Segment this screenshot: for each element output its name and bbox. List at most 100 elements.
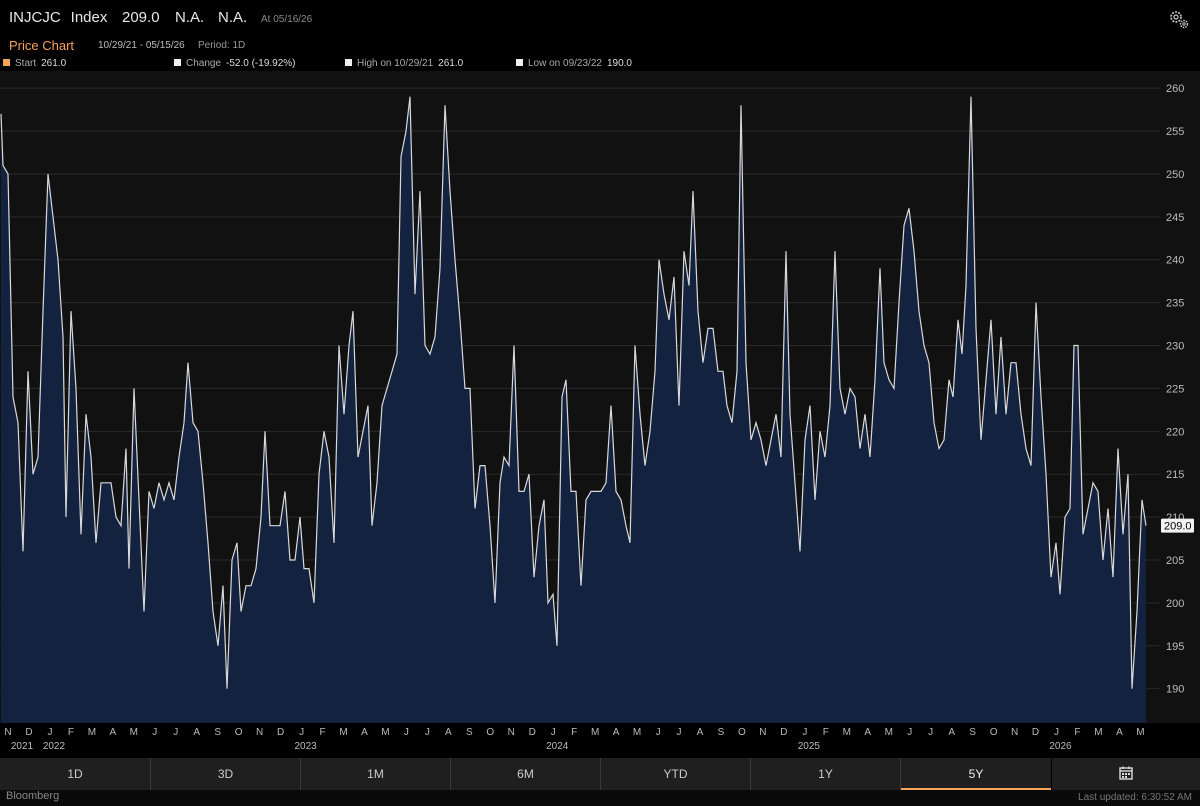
change-percent: N.A. bbox=[218, 9, 248, 26]
x-month-label: S bbox=[214, 727, 221, 738]
x-year-label: 2023 bbox=[294, 741, 317, 752]
y-tick-label: 240 bbox=[1166, 255, 1184, 267]
x-month-label: D bbox=[25, 727, 32, 738]
x-month-label: M bbox=[1136, 727, 1144, 738]
y-tick-label: 200 bbox=[1166, 598, 1184, 610]
change-value: N.A. bbox=[175, 9, 205, 26]
high-value: 261.0 bbox=[438, 58, 464, 69]
stat-low: Low on 09/23/22 190.0 bbox=[516, 58, 632, 69]
change-label: Change bbox=[186, 58, 222, 69]
x-month-label: A bbox=[948, 727, 955, 738]
as-of-date: At 05/16/26 bbox=[261, 14, 313, 25]
x-month-label: J bbox=[299, 727, 304, 738]
stat-change: Change -52.0 (-19.92%) bbox=[174, 58, 296, 69]
ticker-type: Index bbox=[70, 9, 108, 26]
x-month-label: M bbox=[591, 727, 599, 738]
x-month-label: N bbox=[508, 727, 515, 738]
start-marker-icon bbox=[3, 59, 10, 66]
range-button-1y[interactable]: 1Y bbox=[751, 758, 901, 790]
x-month-label: N bbox=[4, 727, 11, 738]
y-tick-label: 225 bbox=[1166, 383, 1184, 395]
x-month-label: A bbox=[445, 727, 452, 738]
y-tick-label: 245 bbox=[1166, 212, 1184, 224]
range-button-3d[interactable]: 3D bbox=[151, 758, 301, 790]
y-tick-label: 235 bbox=[1166, 298, 1184, 310]
y-tick-label: 215 bbox=[1166, 469, 1184, 481]
calendar-button[interactable] bbox=[1052, 758, 1200, 790]
range-button-ytd[interactable]: YTD bbox=[601, 758, 751, 790]
x-month-label: J bbox=[425, 727, 430, 738]
low-value: 190.0 bbox=[606, 58, 632, 69]
y-tick-label: 195 bbox=[1166, 641, 1184, 653]
x-year-label: 2022 bbox=[43, 741, 66, 752]
x-year-label: 2026 bbox=[1049, 741, 1072, 752]
stat-start: Start 261.0 bbox=[3, 58, 66, 69]
area-fill bbox=[1, 96, 1146, 723]
x-month-label: J bbox=[656, 727, 661, 738]
change-value-stat: -52.0 (-19.92%) bbox=[226, 58, 296, 69]
x-month-label: M bbox=[88, 727, 96, 738]
x-month-label: A bbox=[697, 727, 704, 738]
last-price: 209.0 bbox=[122, 9, 160, 26]
x-month-label: A bbox=[361, 727, 368, 738]
price-line bbox=[0, 96, 1147, 689]
x-month-label: D bbox=[780, 727, 787, 738]
range-button-5y[interactable]: 5Y bbox=[901, 758, 1051, 790]
x-month-label: F bbox=[68, 727, 74, 738]
x-month-label: J bbox=[404, 727, 409, 738]
last-updated: Last updated: 6:30:52 AM bbox=[1078, 792, 1192, 803]
x-month-label: S bbox=[718, 727, 725, 738]
ticker-label: INJCJC Index bbox=[9, 9, 117, 26]
x-month-label: M bbox=[1094, 727, 1102, 738]
x-month-label: J bbox=[551, 727, 556, 738]
x-month-label: M bbox=[843, 727, 851, 738]
high-label: High on 10/29/21 bbox=[357, 58, 434, 69]
x-month-label: F bbox=[823, 727, 829, 738]
y-tick-label: 205 bbox=[1166, 555, 1184, 567]
range-button-6m[interactable]: 6M bbox=[451, 758, 601, 790]
low-label: Low on 09/23/22 bbox=[528, 58, 602, 69]
last-value-label: 209.0 bbox=[1161, 518, 1194, 533]
x-month-label: N bbox=[256, 727, 263, 738]
x-month-label: S bbox=[969, 727, 976, 738]
x-month-label: D bbox=[277, 727, 284, 738]
price-chart-title: Price Chart bbox=[9, 38, 75, 53]
x-month-label: D bbox=[529, 727, 536, 738]
y-tick-label: 250 bbox=[1166, 169, 1184, 181]
x-month-label: O bbox=[738, 727, 746, 738]
price-chart[interactable]: 1901952002052102152202252302352402452502… bbox=[0, 71, 1200, 758]
x-month-label: S bbox=[466, 727, 473, 738]
x-month-label: O bbox=[486, 727, 494, 738]
range-button-1m[interactable]: 1M bbox=[301, 758, 451, 790]
x-month-label: O bbox=[235, 727, 243, 738]
x-month-label: A bbox=[193, 727, 200, 738]
x-month-label: A bbox=[1116, 727, 1123, 738]
range-button-1d[interactable]: 1D bbox=[0, 758, 151, 790]
y-tick-label: 255 bbox=[1166, 126, 1184, 138]
x-month-label: M bbox=[633, 727, 641, 738]
x-month-label: M bbox=[339, 727, 347, 738]
x-month-label: J bbox=[47, 727, 52, 738]
x-month-label: N bbox=[1011, 727, 1018, 738]
change-marker-icon bbox=[174, 59, 181, 66]
footer-strip bbox=[0, 790, 1200, 806]
settings-gear-icon[interactable] bbox=[1168, 8, 1190, 30]
x-month-label: M bbox=[130, 727, 138, 738]
calendar-icon bbox=[1119, 766, 1133, 780]
start-value: 261.0 bbox=[41, 58, 67, 69]
high-marker-icon bbox=[345, 59, 352, 66]
x-month-label: A bbox=[110, 727, 117, 738]
x-month-label: D bbox=[1032, 727, 1039, 738]
last-value-box bbox=[1161, 518, 1194, 533]
x-month-label: J bbox=[173, 727, 178, 738]
brand-logo: Bloomberg bbox=[6, 790, 60, 802]
y-tick-label: 190 bbox=[1166, 684, 1184, 696]
x-month-label: J bbox=[677, 727, 682, 738]
x-month-label: F bbox=[319, 727, 325, 738]
x-year-label: 2025 bbox=[798, 741, 821, 752]
y-axis-ticks: 1901952002052102152202252302352402452502… bbox=[1166, 83, 1184, 696]
last-value-text: 209.0 bbox=[1164, 521, 1192, 533]
low-marker-icon bbox=[516, 59, 523, 66]
x-month-label: A bbox=[613, 727, 620, 738]
